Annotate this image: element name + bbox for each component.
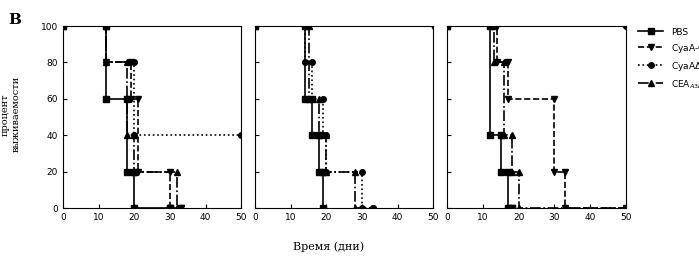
Text: Время (дни): Время (дни) [293,242,364,252]
Text: B: B [8,13,22,27]
Text: процент
выживаемости: процент выживаемости [1,76,20,152]
Legend: PBS, CyaA-CEA$_{A3B3}$, CyaAΔ-CEA$_{A3B3}$, CEA$_{A3B3}$ + CpG: PBS, CyaA-CEA$_{A3B3}$, CyaAΔ-CEA$_{A3B3… [637,27,699,92]
